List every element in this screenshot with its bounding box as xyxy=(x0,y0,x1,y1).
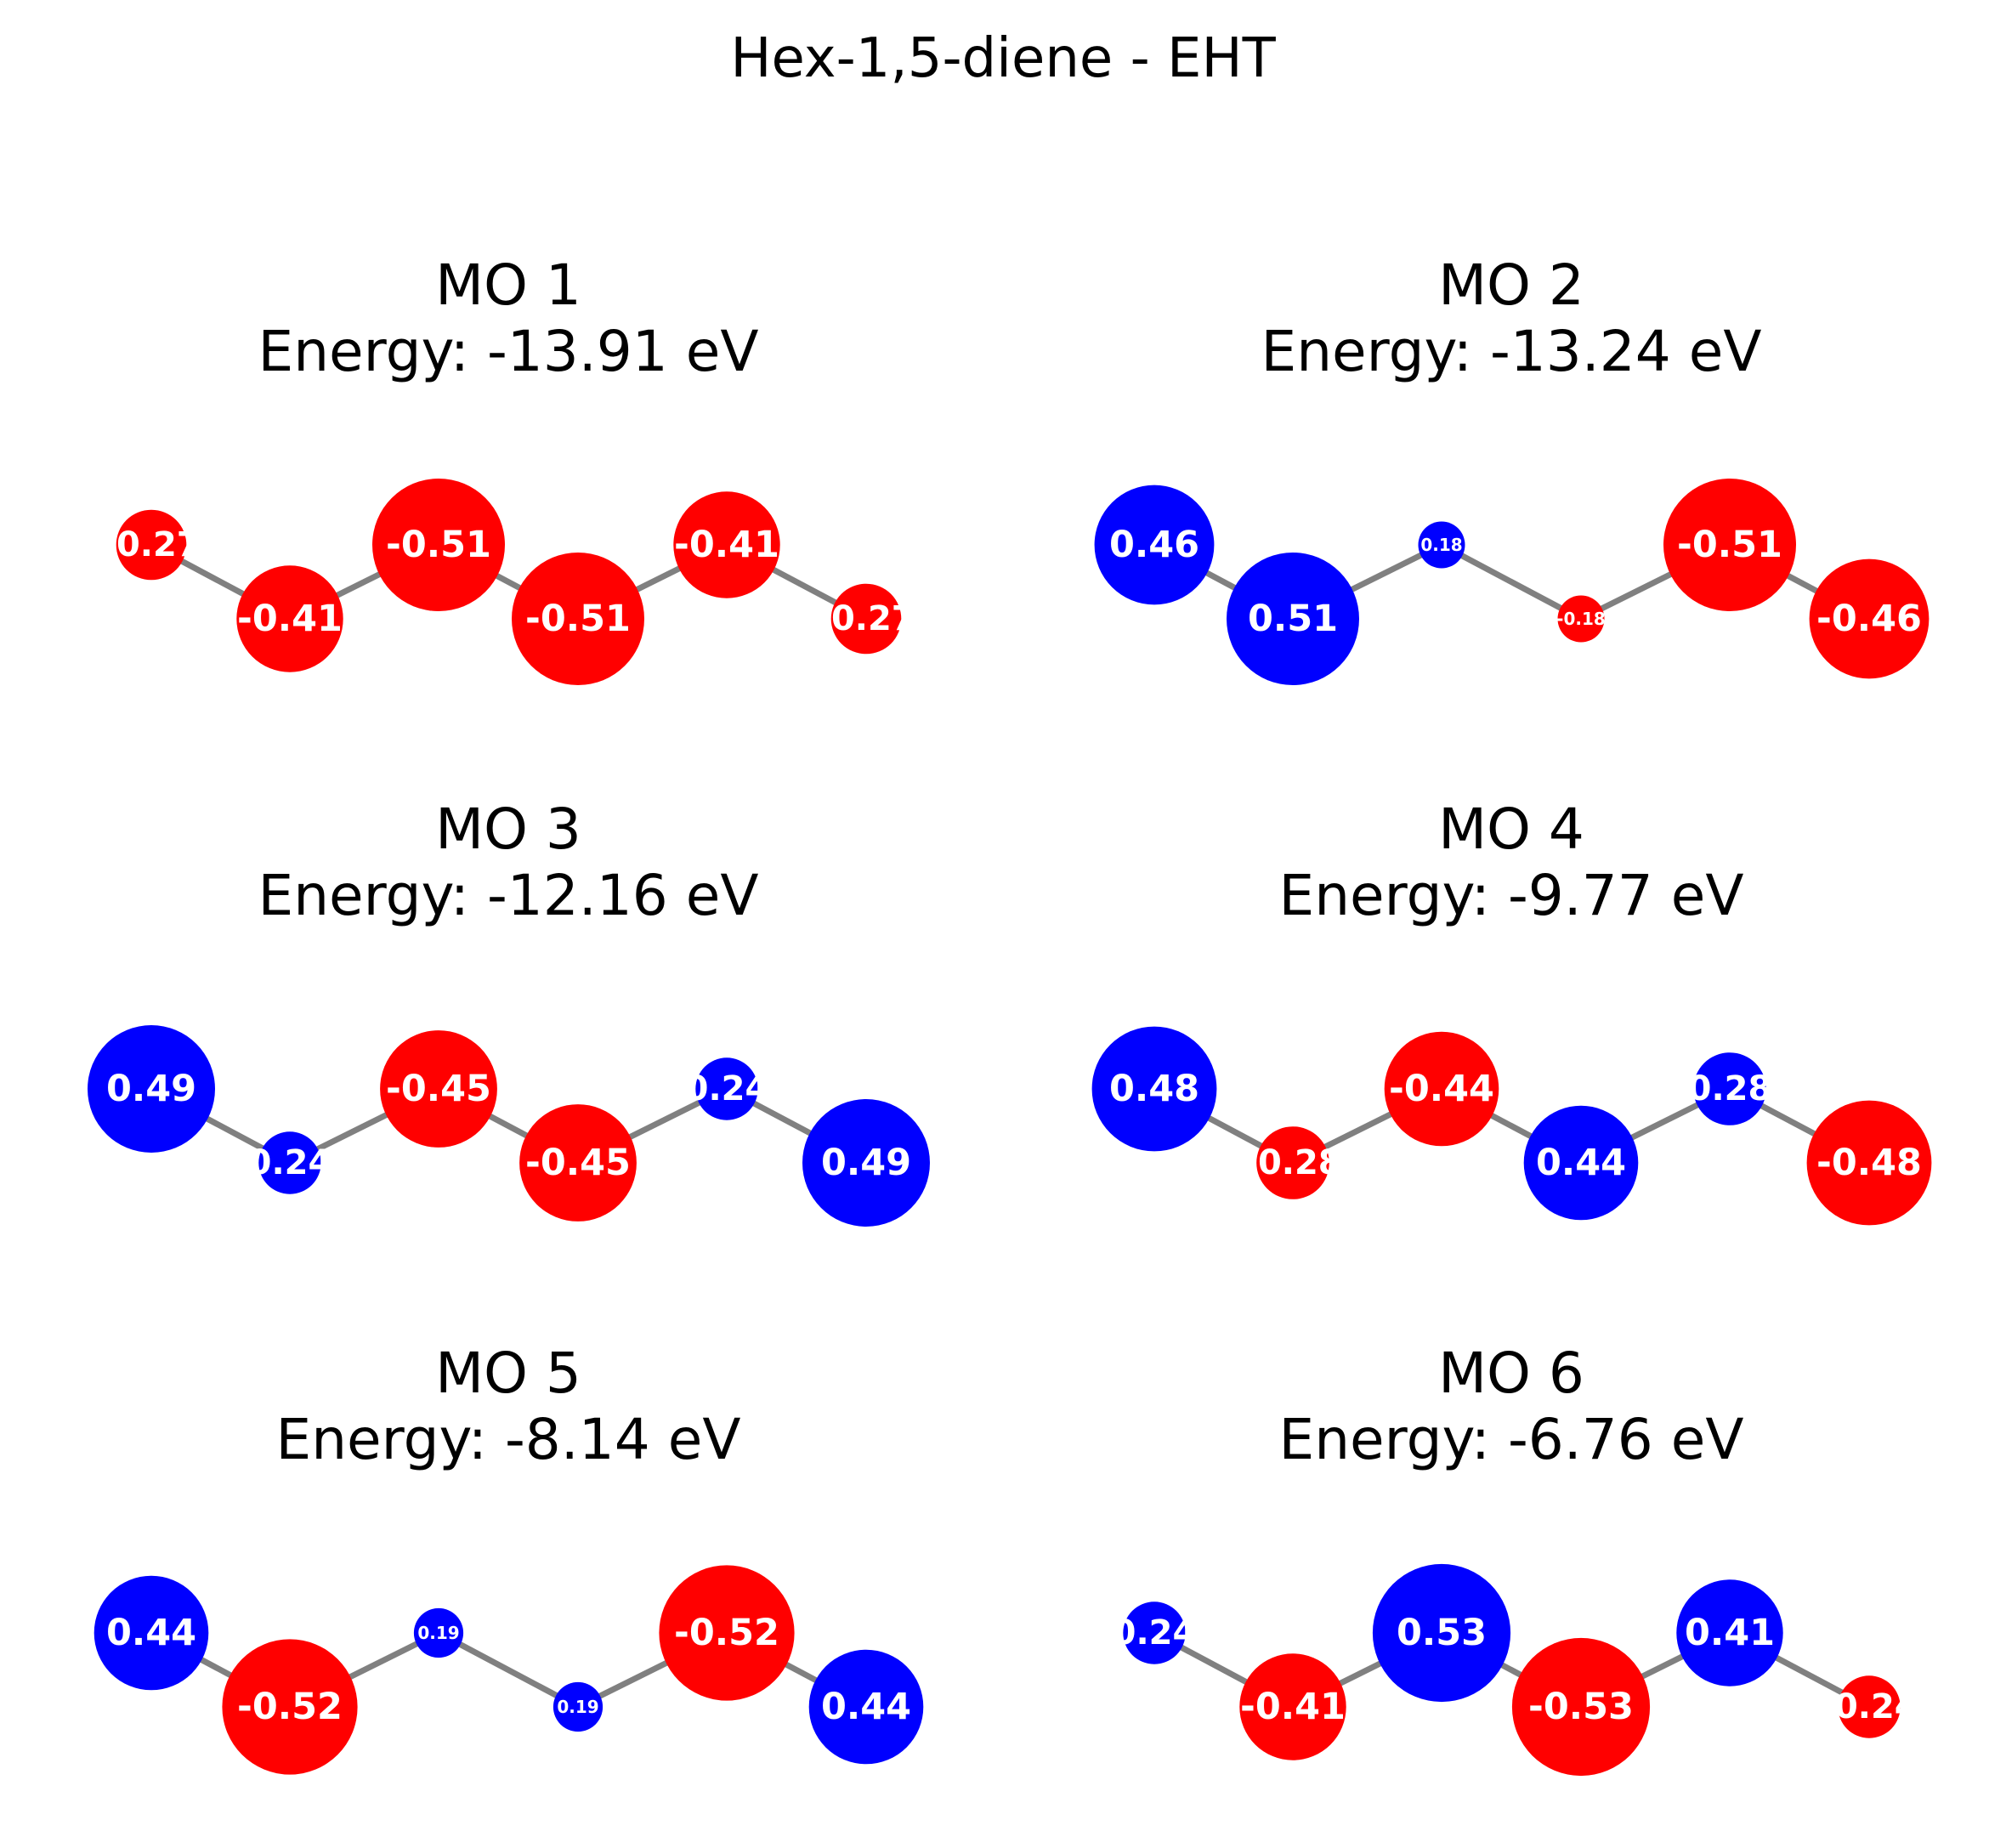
atom-lobe xyxy=(673,491,780,598)
mo-heading: MO 5 xyxy=(435,1341,581,1406)
atom-lobe xyxy=(1384,1031,1499,1147)
atom-lobe xyxy=(1693,1052,1766,1125)
coefficient-label: 0.24 xyxy=(685,1069,769,1108)
coefficient-label: -0.27 xyxy=(102,525,200,564)
atom-lobe xyxy=(1094,485,1215,605)
coefficient-label: -0.27 xyxy=(817,599,915,638)
atom-lobe xyxy=(1256,1126,1329,1199)
atom-lobe xyxy=(258,1131,321,1194)
atom-lobe xyxy=(1239,1653,1346,1760)
coefficient-label: 0.44 xyxy=(1536,1142,1626,1184)
coefficient-label: -0.52 xyxy=(674,1612,779,1654)
coefficient-label: 0.51 xyxy=(1248,598,1338,640)
coefficient-label: 0.44 xyxy=(821,1686,911,1728)
atom-lobe xyxy=(116,509,187,581)
coefficient-label: -0.41 xyxy=(1240,1686,1346,1728)
atom-lobe xyxy=(1372,1563,1511,1703)
atom-lobe xyxy=(1511,1637,1651,1777)
coefficient-label: 0.46 xyxy=(1109,524,1199,566)
coefficient-label: -0.52 xyxy=(237,1686,343,1728)
mo-energy: Energy: -13.24 eV xyxy=(1261,319,1762,384)
coefficient-label: -0.46 xyxy=(1816,598,1922,640)
mo-energy: Energy: -12.16 eV xyxy=(258,863,759,928)
atom-lobe xyxy=(236,565,343,672)
coefficient-label: -0.41 xyxy=(674,524,779,566)
atom-lobe xyxy=(222,1639,358,1775)
coefficient-label: -0.51 xyxy=(525,598,631,640)
coefficient-label: 0.18 xyxy=(1420,535,1462,555)
atom-lobe xyxy=(1676,1579,1783,1686)
mo-heading: MO 4 xyxy=(1438,796,1584,862)
coefficient-label: -0.51 xyxy=(386,524,491,566)
atom-lobe xyxy=(372,479,505,611)
coefficient-label: -0.18 xyxy=(1556,609,1606,629)
atom-lobe xyxy=(1663,479,1796,611)
coefficient-label: 0.24 xyxy=(1113,1613,1197,1652)
coefficient-label: -0.28 xyxy=(1244,1143,1341,1182)
atom-lobe xyxy=(1091,1026,1217,1152)
atom-lobe xyxy=(1809,558,1930,679)
bond-line xyxy=(1440,541,1583,622)
figure-title: Hex-1,5-diene - EHT xyxy=(730,27,1276,90)
atom-lobe xyxy=(519,1104,637,1222)
mo-heading: MO 6 xyxy=(1438,1341,1584,1406)
atom-lobe xyxy=(830,583,902,655)
atom-lobe xyxy=(1838,1675,1901,1738)
atom-lobe xyxy=(88,1025,215,1153)
coefficient-label: 0.28 xyxy=(1688,1069,1772,1108)
atom-lobe xyxy=(1806,1100,1932,1226)
atom-lobe xyxy=(413,1607,464,1658)
coefficient-label: -0.24 xyxy=(1820,1687,1918,1726)
atom-lobe xyxy=(1418,521,1465,569)
coefficient-label: -0.45 xyxy=(525,1142,631,1184)
coefficient-label: 0.19 xyxy=(557,1697,598,1717)
atom-lobe xyxy=(94,1575,209,1691)
coefficient-label: -0.51 xyxy=(1677,524,1782,566)
coefficient-label: 0.49 xyxy=(821,1142,911,1184)
atom-lobe xyxy=(1523,1105,1639,1221)
atom-lobe xyxy=(802,1099,930,1227)
bond-line xyxy=(437,1630,580,1710)
atom-lobe xyxy=(1557,595,1605,643)
coefficient-label: 0.19 xyxy=(417,1623,459,1643)
coefficient-label: -0.53 xyxy=(1528,1686,1634,1728)
atom-lobe xyxy=(808,1649,924,1765)
atom-lobe xyxy=(380,1030,497,1148)
mo-heading: MO 1 xyxy=(435,252,581,318)
coefficient-label: 0.49 xyxy=(106,1068,196,1110)
mo-energy: Energy: -8.14 eV xyxy=(276,1407,741,1472)
mo-heading: MO 2 xyxy=(1438,252,1584,318)
atom-lobe xyxy=(1123,1601,1186,1664)
mo-energy: Energy: -6.76 eV xyxy=(1279,1407,1744,1472)
coefficient-label: 0.53 xyxy=(1397,1612,1487,1654)
coefficient-label: 0.24 xyxy=(248,1143,332,1182)
coefficient-label: -0.48 xyxy=(1816,1142,1922,1184)
coefficient-label: 0.41 xyxy=(1685,1612,1775,1654)
atom-lobe xyxy=(695,1057,758,1120)
coefficient-label: 0.48 xyxy=(1109,1068,1199,1110)
atom-lobe xyxy=(512,553,644,685)
atom-lobe xyxy=(659,1565,795,1701)
mo-energy: Energy: -13.91 eV xyxy=(258,319,759,384)
atom-lobe xyxy=(552,1681,604,1732)
coefficient-label: -0.41 xyxy=(237,598,343,640)
coefficient-label: 0.44 xyxy=(106,1612,196,1654)
coefficient-label: -0.44 xyxy=(1389,1068,1494,1110)
mo-energy: Energy: -9.77 eV xyxy=(1279,863,1744,928)
atom-lobe xyxy=(1227,553,1359,685)
coefficient-label: -0.45 xyxy=(386,1068,491,1110)
mo-heading: MO 3 xyxy=(435,796,581,862)
